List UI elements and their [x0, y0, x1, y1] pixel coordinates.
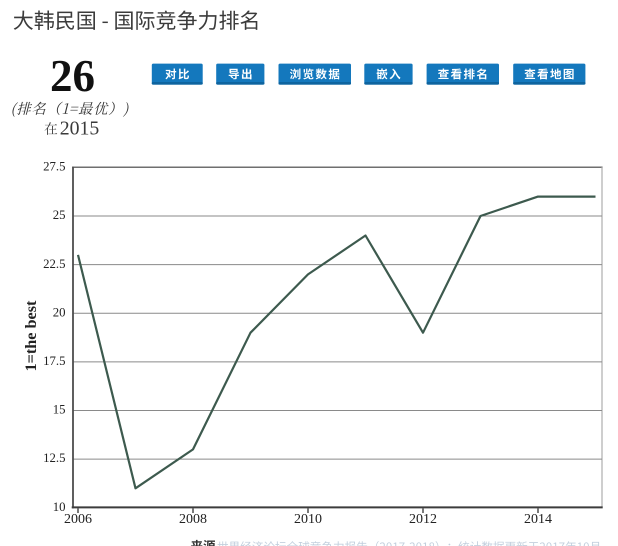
svg-text:2008: 2008	[179, 512, 207, 527]
svg-text:1=the best: 1=the best	[22, 300, 40, 371]
svg-text:26: 26	[50, 51, 95, 101]
svg-text:2015: 2015	[60, 117, 100, 139]
svg-text:27.5: 27.5	[43, 160, 65, 174]
svg-text:2006: 2006	[64, 512, 92, 527]
svg-text:2014: 2014	[524, 512, 552, 527]
svg-text:17.5: 17.5	[43, 354, 65, 368]
svg-text:25: 25	[53, 208, 66, 222]
svg-text:15: 15	[53, 403, 66, 417]
svg-text:10: 10	[53, 500, 66, 514]
svg-text:20: 20	[53, 305, 66, 319]
svg-text:22.5: 22.5	[43, 257, 65, 271]
svg-text:2010: 2010	[294, 512, 322, 527]
svg-text:2012: 2012	[409, 512, 437, 527]
svg-text:12.5: 12.5	[43, 451, 65, 465]
